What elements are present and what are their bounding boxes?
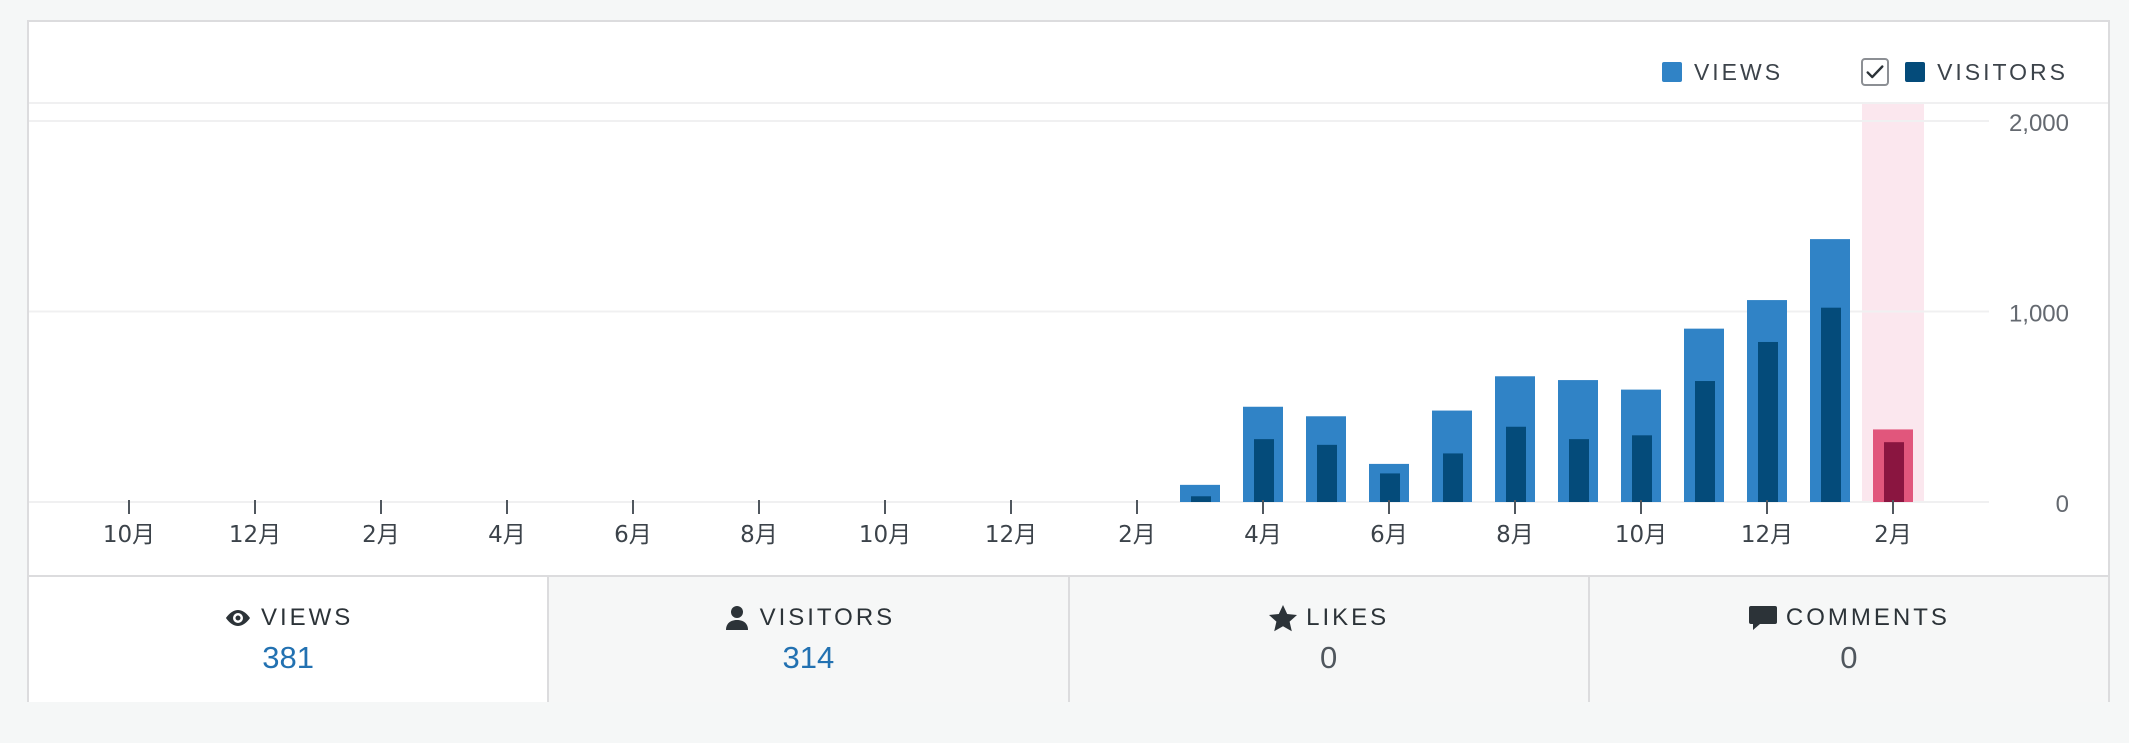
tab-likes[interactable]: LIKES 0 (1067, 577, 1588, 702)
comment-icon (1748, 605, 1777, 630)
x-tick-label: 2月 (362, 522, 400, 548)
tab-comments-head: COMMENTS (1748, 604, 1950, 632)
tab-views-label: VIEWS (260, 603, 354, 631)
visitors-bar (1191, 496, 1211, 502)
visitors-bar (1884, 442, 1904, 502)
y-tick-label: 1,000 (2009, 301, 2069, 328)
tab-visitors-head: VISITORS (722, 604, 896, 632)
visitors-checkbox[interactable] (1861, 58, 1890, 86)
x-tick-label: 10月 (103, 522, 155, 548)
visitors-swatch (1905, 62, 1926, 82)
tab-comments-value: 0 (1840, 639, 1858, 675)
x-tick-label: 12月 (1741, 522, 1793, 548)
x-tick-label: 4月 (1244, 522, 1282, 548)
stats-card: 0 1,000 2,000 10月 12月 2月 4月 6月 8月 10月 12月 2月 4月 6月 8月 1… (27, 20, 2110, 702)
x-tick-label: 2月 (1118, 522, 1156, 548)
x-tick-label: 10月 (1615, 522, 1667, 548)
visitors-bar (1380, 473, 1400, 502)
chart-legend: VIEWS VISITORS (1661, 52, 2068, 92)
y-tick-label: 0 (2056, 491, 2069, 518)
star-icon (1269, 604, 1298, 631)
visitors-bar (1254, 439, 1274, 502)
tab-visitors[interactable]: VISITORS 314 (547, 577, 1068, 702)
visitors-bar (1506, 426, 1526, 502)
bar-chart: 0 1,000 2,000 10月 12月 2月 4月 6月 8月 10月 12月 2月 4月 6月 8月 1… (29, 102, 2108, 548)
x-tick-label: 12月 (985, 522, 1037, 548)
tab-views[interactable]: VIEWS 381 (29, 577, 548, 702)
legend-visitors[interactable]: VISITORS (1861, 58, 2068, 86)
legend-views: VIEWS (1661, 58, 1784, 86)
tab-comments[interactable]: COMMENTS 0 (1587, 577, 2108, 702)
visitors-bar (1758, 341, 1778, 502)
x-tick-label: 6月 (614, 522, 652, 548)
stats-tabs: VIEWS 381 VISITORS 314 LIKES 0 COMMENTS … (29, 575, 2108, 702)
tab-visitors-value: 314 (782, 639, 835, 675)
y-tick-label: 2,000 (2009, 110, 2069, 137)
visitors-bar (1569, 439, 1589, 502)
visitors-bar (1695, 381, 1715, 502)
tab-likes-head: LIKES (1268, 604, 1389, 632)
x-tick-label: 6月 (1370, 522, 1408, 548)
x-tick-label: 12月 (229, 522, 281, 548)
tab-likes-label: LIKES (1306, 603, 1390, 631)
x-tick-label: 10月 (859, 522, 911, 548)
visitors-bar (1443, 453, 1463, 502)
x-tick-label: 8月 (1496, 522, 1534, 548)
legend-views-label: VIEWS (1693, 58, 1784, 85)
tab-likes-value: 0 (1320, 639, 1338, 675)
tab-comments-label: COMMENTS (1785, 603, 1950, 631)
views-swatch (1661, 62, 1682, 82)
x-tick-label: 2月 (1874, 522, 1912, 548)
checkmark-icon (1866, 65, 1884, 79)
visitors-bar (1317, 444, 1337, 502)
x-tick-label: 4月 (488, 522, 526, 548)
legend-visitors-label: VISITORS (1937, 58, 2068, 85)
visitors-bar (1821, 307, 1841, 502)
tab-views-value: 381 (262, 639, 314, 675)
eye-icon (225, 609, 250, 626)
tab-visitors-label: VISITORS (759, 603, 896, 631)
tab-views-head: VIEWS (223, 604, 353, 632)
visitors-bar (1632, 435, 1652, 502)
x-tick-label: 8月 (740, 522, 778, 548)
person-icon (725, 605, 748, 630)
